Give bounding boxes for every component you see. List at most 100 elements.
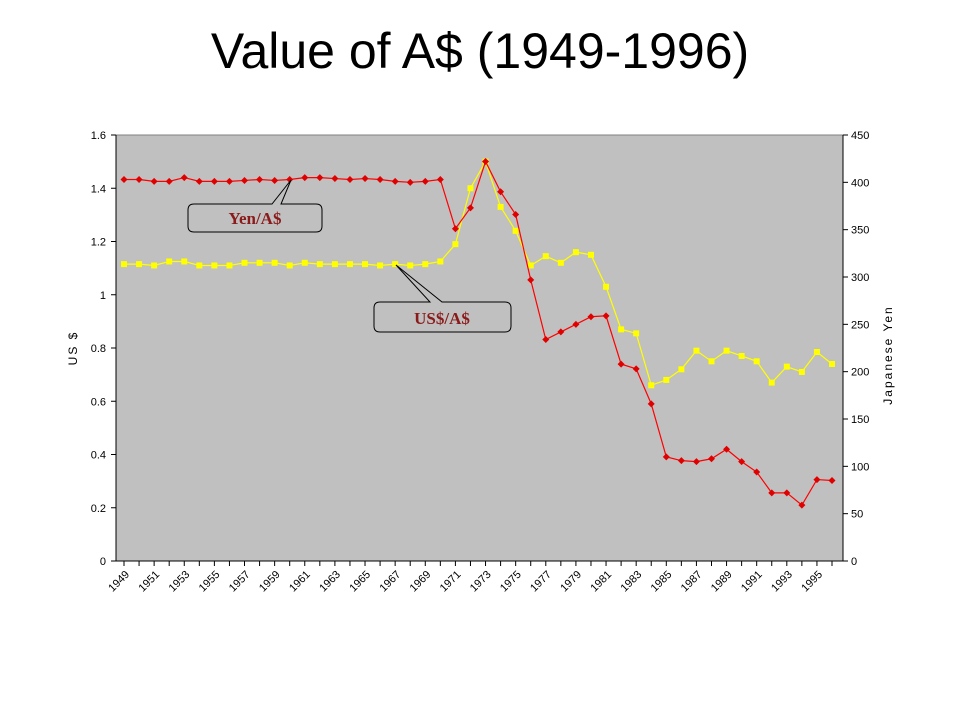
data-point-usd: [316, 261, 323, 268]
x-tick-label: 1993: [769, 569, 795, 595]
x-tick-label: 1991: [739, 569, 765, 595]
y-tick-label: 1.4: [91, 183, 106, 195]
data-point-yen: [798, 501, 806, 509]
y-tick-label: 0.8: [91, 343, 106, 355]
data-point-yen: [482, 158, 490, 166]
data-point-usd: [362, 261, 369, 268]
x-tick-label: 1951: [136, 569, 162, 595]
y2-tick-label: 250: [851, 319, 869, 331]
data-point-yen: [165, 177, 173, 185]
y2-tick-label: 350: [851, 225, 869, 237]
data-point-usd: [783, 363, 790, 370]
data-point-yen: [210, 177, 218, 185]
data-point-yen: [180, 174, 188, 182]
data-point-yen: [376, 175, 384, 183]
data-point-yen: [813, 476, 821, 484]
usd-callout-label: US$/A$: [414, 309, 470, 328]
data-point-yen: [120, 175, 128, 183]
data-point-usd: [512, 227, 519, 234]
data-point-yen: [707, 455, 715, 463]
x-tick-label: 1949: [106, 569, 132, 595]
y-tick-label: 0.2: [91, 503, 106, 515]
x-tick-label: 1955: [197, 569, 223, 595]
data-point-yen: [768, 489, 776, 497]
data-point-usd: [121, 261, 127, 268]
data-point-yen: [466, 204, 474, 212]
data-point-usd: [527, 262, 534, 269]
data-point-yen: [632, 365, 640, 373]
x-tick-label: 1967: [377, 569, 403, 595]
data-point-yen: [497, 188, 505, 196]
x-tick-label: 1963: [317, 569, 343, 595]
data-point-usd: [603, 283, 610, 290]
data-point-usd: [497, 203, 504, 210]
data-point-yen: [677, 457, 685, 465]
x-tick-label: 1983: [618, 569, 644, 595]
y2-tick-label: 0: [851, 556, 857, 568]
plot-area: [115, 134, 844, 562]
yen-callout-label: Yen/A$: [229, 209, 282, 228]
data-point-yen: [451, 225, 459, 233]
y2-tick-label: 50: [851, 509, 863, 521]
data-point-usd: [768, 379, 775, 386]
data-point-yen: [647, 400, 655, 408]
data-point-usd: [813, 348, 820, 355]
x-tick-label: 1965: [347, 569, 373, 595]
data-point-usd: [331, 261, 338, 268]
data-point-usd: [648, 382, 655, 389]
data-point-yen: [542, 335, 550, 343]
x-tick-label: 1961: [287, 569, 313, 595]
data-point-yen: [135, 175, 143, 183]
data-point-yen: [557, 328, 565, 336]
data-point-yen: [753, 468, 761, 476]
data-point-yen: [828, 477, 836, 485]
data-point-usd: [196, 262, 203, 269]
data-point-yen: [361, 175, 369, 183]
data-point-usd: [467, 185, 474, 192]
data-point-usd: [723, 347, 730, 354]
data-point-yen: [783, 489, 791, 497]
data-point-yen: [692, 458, 700, 466]
data-point-usd: [542, 253, 549, 260]
data-point-usd: [693, 347, 700, 354]
data-point-yen: [738, 458, 746, 466]
data-point-yen: [271, 176, 279, 184]
data-point-yen: [316, 174, 324, 182]
data-point-usd: [798, 368, 805, 375]
data-point-yen: [436, 175, 444, 183]
data-point-yen: [662, 453, 670, 461]
y-tick-label: 1.2: [91, 237, 106, 249]
data-point-yen: [286, 175, 294, 183]
data-point-usd: [226, 262, 233, 269]
data-point-usd: [181, 258, 188, 265]
data-point-yen: [527, 276, 535, 284]
data-point-usd: [377, 262, 384, 269]
data-point-usd: [407, 262, 414, 269]
x-tick-label: 1981: [588, 569, 614, 595]
y-tick-label: 1.6: [91, 130, 106, 142]
data-point-usd: [151, 262, 158, 269]
y2-tick-label: 450: [851, 130, 869, 142]
data-point-usd: [301, 259, 308, 266]
data-point-yen: [723, 445, 731, 453]
data-point-yen: [195, 177, 203, 185]
data-point-yen: [572, 320, 580, 328]
data-point-yen: [256, 175, 264, 183]
data-point-yen: [391, 177, 399, 185]
data-point-usd: [211, 262, 218, 269]
yen-callout-box: [187, 179, 323, 233]
data-point-usd: [663, 376, 670, 383]
y-tick-label: 0.6: [91, 396, 106, 408]
data-point-usd: [346, 261, 353, 268]
data-point-usd: [256, 259, 263, 266]
y-tick-label: 0.4: [91, 450, 106, 462]
x-tick-label: 1975: [498, 569, 524, 595]
data-point-usd: [829, 360, 835, 367]
data-point-usd: [392, 261, 399, 268]
data-point-usd: [753, 358, 760, 365]
x-tick-label: 1977: [528, 569, 554, 595]
y2-tick-label: 400: [851, 177, 869, 189]
data-point-usd: [557, 259, 564, 266]
x-tick-label: 1969: [408, 569, 434, 595]
